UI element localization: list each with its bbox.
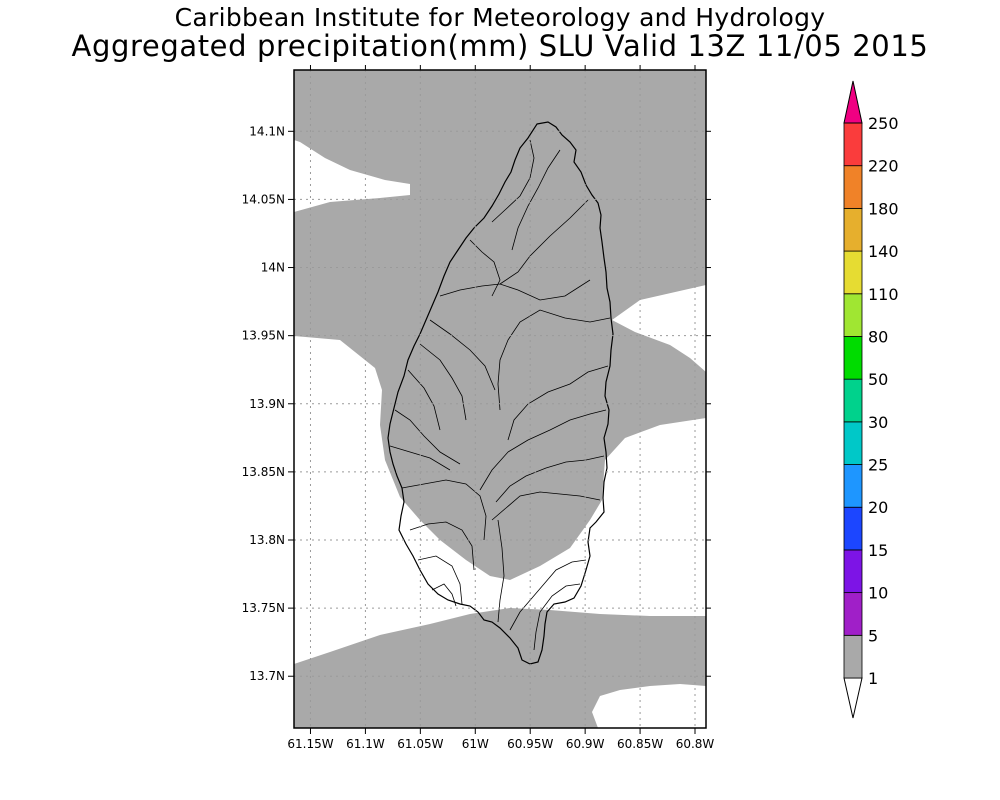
legend-label: 20 (868, 498, 888, 517)
legend-band (843, 165, 863, 209)
lat-tick-label: 14.05N (242, 192, 285, 206)
legend-label: 5 (868, 626, 878, 645)
longitude-axis: 61.15W 61.1W 61.05W 61W 60.95W 60.9W 60.85W 60.… (287, 65, 714, 751)
legend-label: 1 (868, 669, 878, 688)
lat-tick-label: 13.95N (242, 329, 285, 343)
map-frame (293, 69, 707, 729)
legend-band (843, 634, 863, 679)
legend-label: 110 (868, 285, 899, 304)
lat-tick-label: 14N (261, 261, 285, 275)
chart-subtitle: Aggregated precipitation(mm) SLU Valid 1… (71, 29, 929, 63)
lon-tick-label: 60.9W (566, 737, 605, 751)
shaded-area-north (294, 70, 706, 580)
lat-tick-label: 13.7N (249, 669, 285, 683)
legend-band (843, 122, 863, 167)
lon-tick-label: 61W (462, 737, 489, 751)
legend-band (843, 592, 863, 636)
island-coastline (387, 121, 614, 665)
legend-band (843, 293, 863, 337)
legend-top-cap (843, 80, 863, 124)
legend-band (843, 378, 863, 423)
latitude-axis: 14.1N 14.05N 14N 13.95N 13.9N 13.85N 13.8N 13.7… (242, 124, 711, 683)
shaded-area-south (294, 608, 706, 728)
legend-label: 220 (868, 157, 899, 176)
legend-band (843, 336, 863, 380)
legend-label: 140 (868, 242, 899, 261)
legend-label: 250 (868, 114, 899, 133)
lon-tick-label: 61.1W (346, 737, 385, 751)
chart-title: Caribbean Institute for Meteorology and … (174, 3, 826, 32)
legend-band (843, 549, 863, 594)
lon-tick-label: 60.8W (676, 737, 715, 751)
lon-tick-label: 60.85W (617, 737, 663, 751)
lat-tick-label: 13.9N (249, 397, 285, 411)
legend-label: 10 (868, 584, 888, 603)
legend-band (843, 506, 863, 551)
legend-label: 180 (868, 199, 899, 218)
lat-tick-label: 14.1N (249, 124, 285, 138)
legend-label: 80 (868, 327, 888, 346)
saint-lucia-outline (387, 121, 614, 665)
legend-band (843, 250, 863, 295)
grid-lines (294, 70, 706, 728)
legend-bottom-cap (843, 677, 863, 719)
lat-tick-label: 13.75N (242, 601, 285, 615)
legend-band (843, 464, 863, 508)
legend-band (843, 207, 863, 252)
river-network (389, 139, 611, 651)
precipitation-shading (294, 70, 706, 728)
lon-tick-label: 61.15W (287, 737, 333, 751)
legend-label: 15 (868, 541, 888, 560)
legend-label: 25 (868, 456, 888, 475)
legend-band (843, 421, 863, 465)
lat-tick-label: 13.8N (249, 533, 285, 547)
legend-label: 30 (868, 413, 888, 432)
lon-tick-label: 61.05W (397, 737, 443, 751)
lon-tick-label: 60.95W (507, 737, 553, 751)
legend-label: 50 (868, 370, 888, 389)
lat-tick-label: 13.85N (242, 465, 285, 479)
